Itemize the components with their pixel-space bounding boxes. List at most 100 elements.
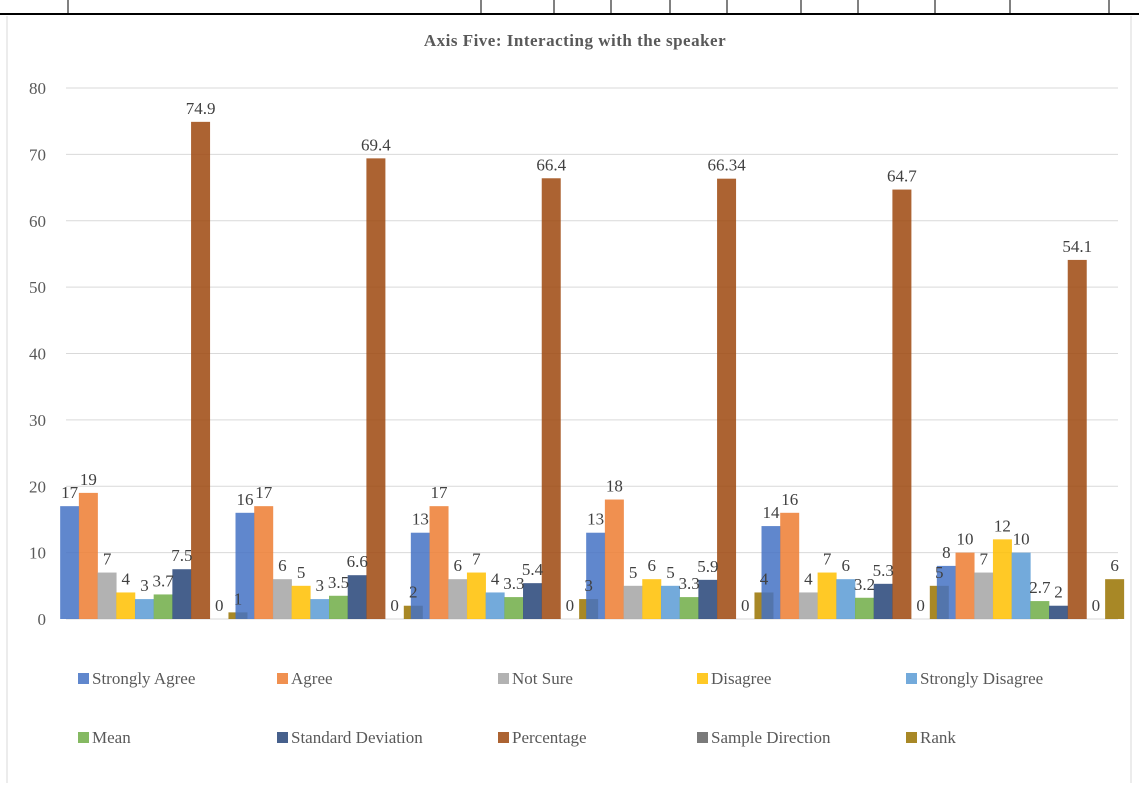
bar — [366, 158, 386, 620]
bar — [855, 597, 874, 619]
bar — [272, 579, 292, 619]
data-label: 6 — [1110, 556, 1119, 575]
bar — [347, 575, 367, 619]
data-label: 66.34 — [707, 156, 746, 175]
data-label: 5 — [297, 563, 306, 582]
y-tick-label: 40 — [29, 345, 46, 364]
bar — [235, 512, 255, 619]
data-label: 6 — [453, 556, 462, 575]
data-label: 14 — [763, 503, 781, 522]
bar — [761, 526, 781, 619]
legend-swatch — [498, 673, 509, 684]
data-label: 16 — [781, 490, 798, 509]
legend-swatch — [697, 732, 708, 743]
bar — [798, 592, 818, 619]
data-label: 5 — [935, 563, 944, 582]
data-label: 4 — [760, 569, 769, 588]
bar — [134, 599, 154, 619]
data-label: 16 — [237, 490, 254, 509]
data-label: 17 — [431, 483, 449, 502]
legend-label: Mean — [92, 728, 131, 747]
data-label: 64.7 — [887, 167, 917, 186]
bar — [153, 594, 173, 619]
bar — [254, 506, 274, 619]
legend-label: Agree — [291, 669, 333, 688]
data-label: 0 — [741, 596, 750, 615]
bar — [60, 506, 80, 619]
data-label: 0 — [1092, 596, 1101, 615]
bar — [1049, 605, 1069, 619]
data-label: 6 — [278, 556, 287, 575]
bar — [873, 583, 893, 619]
bar — [172, 569, 192, 619]
bar — [310, 599, 330, 619]
data-label: 5.4 — [522, 560, 544, 579]
data-label: 0 — [390, 596, 399, 615]
legend-swatch — [498, 732, 509, 743]
data-label: 66.4 — [536, 155, 566, 174]
bar — [191, 121, 211, 619]
data-label: 5 — [666, 563, 675, 582]
bar — [116, 592, 136, 619]
bar — [936, 565, 956, 619]
bar — [410, 532, 430, 619]
data-label: 2 — [409, 583, 418, 602]
data-label: 12 — [994, 516, 1011, 535]
bar — [485, 592, 505, 619]
data-label: 74.9 — [186, 99, 216, 118]
data-label: 3 — [584, 576, 593, 595]
bar-chart: Axis Five: Interacting with the speaker … — [6, 16, 1132, 783]
data-label: 3.7 — [153, 571, 175, 590]
data-label: 18 — [606, 477, 623, 496]
bar — [836, 579, 856, 619]
table-border-strip — [0, 0, 1139, 15]
y-tick-label: 80 — [29, 79, 46, 98]
data-label: 4 — [804, 569, 813, 588]
data-label: 0 — [916, 596, 925, 615]
bar — [892, 189, 912, 619]
y-tick-label: 20 — [29, 477, 46, 496]
bar — [448, 579, 468, 619]
data-label: 2 — [1054, 583, 1063, 602]
bar — [992, 539, 1012, 619]
chart-frame: Axis Five: Interacting with the speaker … — [0, 16, 1139, 783]
y-axis-ticks: 0 10 20 30 40 50 60 70 80 — [29, 79, 46, 629]
data-label: 10 — [957, 530, 974, 549]
y-tick-label: 0 — [38, 610, 47, 629]
bar — [679, 597, 699, 619]
bar — [97, 572, 117, 619]
legend-label: Disagree — [711, 669, 771, 688]
legend-swatch — [906, 673, 917, 684]
bar — [1030, 601, 1050, 619]
data-label: 7 — [472, 550, 481, 569]
y-tick-label: 50 — [29, 278, 46, 297]
bar — [717, 178, 737, 619]
data-label: 3.3 — [503, 574, 524, 593]
bars — [60, 121, 1125, 620]
data-label: 7 — [823, 550, 832, 569]
bar — [1011, 552, 1031, 619]
y-tick-label: 30 — [29, 411, 46, 430]
data-label: 8 — [942, 543, 951, 562]
data-label: 5 — [629, 563, 638, 582]
data-label: 13 — [412, 510, 429, 529]
data-label: 4 — [122, 569, 131, 588]
legend-label: Strongly Disagree — [920, 669, 1043, 688]
legend-swatch — [697, 673, 708, 684]
legend-label: Strongly Agree — [92, 669, 195, 688]
data-label: 3.2 — [854, 575, 875, 594]
data-label: 1 — [234, 589, 243, 608]
data-label: 17 — [255, 483, 273, 502]
bar — [780, 512, 800, 619]
legend-label: Percentage — [512, 728, 587, 747]
legend-swatch — [906, 732, 917, 743]
data-label: 69.4 — [361, 135, 391, 154]
bar — [523, 583, 543, 619]
data-label: 6.6 — [347, 552, 368, 571]
bar — [604, 499, 624, 619]
data-label: 0 — [566, 596, 575, 615]
data-label: 13 — [587, 510, 604, 529]
chart-title: Axis Five: Interacting with the speaker — [424, 31, 726, 50]
bar — [955, 552, 975, 619]
